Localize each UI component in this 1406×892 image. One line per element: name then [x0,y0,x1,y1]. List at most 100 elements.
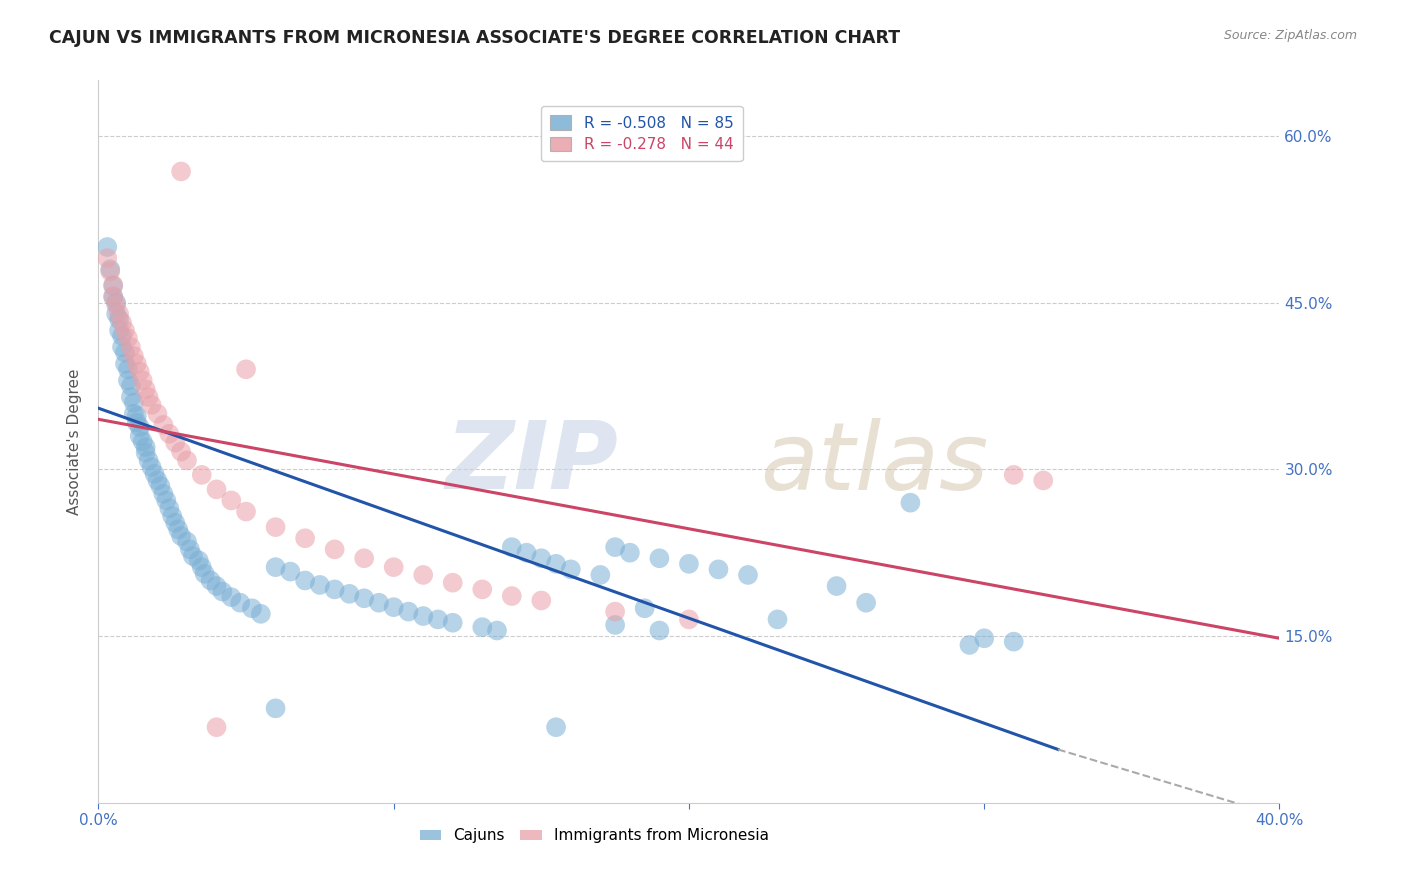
Point [117,331,139,345]
Point [412,568,434,582]
Point [170,444,193,458]
Point [294,531,316,545]
Point [146,407,169,421]
Point [176,453,198,467]
Point [766,612,789,626]
Point [122,395,145,409]
Point [900,496,922,510]
Point [441,575,464,590]
Point [486,624,509,638]
Point [678,557,700,571]
Point [152,417,174,432]
Point [959,638,981,652]
Point [398,605,420,619]
Point [103,290,125,304]
Point [229,596,252,610]
Point [235,505,257,519]
Point [103,279,125,293]
Point [120,390,142,404]
Point [589,568,612,582]
Point [264,701,287,715]
Point [973,632,995,646]
Point [353,591,375,606]
Point [619,546,641,560]
Point [117,362,139,376]
Point [221,493,243,508]
Point [162,508,183,523]
Point [501,589,523,603]
Point [221,590,243,604]
Y-axis label: Associate's Degree: Associate's Degree [67,368,83,515]
Point [516,546,538,560]
Point [96,251,118,265]
Point [132,373,155,387]
Point [205,579,228,593]
Point [1032,474,1054,488]
Point [103,289,125,303]
Point [167,522,190,536]
Point [194,566,217,581]
Point [128,364,150,378]
Text: Source: ZipAtlas.com: Source: ZipAtlas.com [1223,29,1357,42]
Point [181,549,204,563]
Legend: Cajuns, Immigrants from Micronesia: Cajuns, Immigrants from Micronesia [413,822,775,849]
Point [501,540,523,554]
Point [141,398,163,412]
Point [135,440,157,454]
Point [605,618,627,632]
Point [135,445,157,459]
Point [143,467,166,481]
Point [105,295,128,310]
Point [141,460,163,475]
Point [152,487,174,501]
Point [264,520,287,534]
Point [170,529,193,543]
Point [120,340,142,354]
Point [179,542,201,557]
Point [1002,467,1025,482]
Point [471,582,494,597]
Point [111,316,134,330]
Point [122,407,145,421]
Point [120,379,142,393]
Point [138,453,160,467]
Point [146,474,169,488]
Point [353,551,375,566]
Point [165,435,187,450]
Point [855,596,877,610]
Point [114,323,136,337]
Point [825,579,848,593]
Point [103,277,125,292]
Point [1002,634,1025,648]
Point [382,560,405,574]
Point [368,596,391,610]
Point [441,615,464,630]
Text: CAJUN VS IMMIGRANTS FROM MICRONESIA ASSOCIATE'S DEGREE CORRELATION CHART: CAJUN VS IMMIGRANTS FROM MICRONESIA ASSO… [49,29,900,46]
Point [737,568,759,582]
Point [125,416,148,430]
Point [648,624,671,638]
Point [98,262,121,277]
Point [200,574,222,588]
Point [240,601,263,615]
Point [108,312,131,326]
Point [280,565,302,579]
Point [205,720,228,734]
Text: ZIP: ZIP [446,417,619,509]
Point [427,612,450,626]
Point [211,584,233,599]
Point [105,298,128,312]
Point [191,467,214,482]
Point [108,307,131,321]
Point [98,264,121,278]
Point [264,560,287,574]
Point [128,429,150,443]
Point [205,483,228,497]
Point [138,390,160,404]
Point [250,607,273,621]
Point [323,542,346,557]
Point [114,357,136,371]
Point [530,551,553,566]
Point [294,574,316,588]
Point [132,434,155,449]
